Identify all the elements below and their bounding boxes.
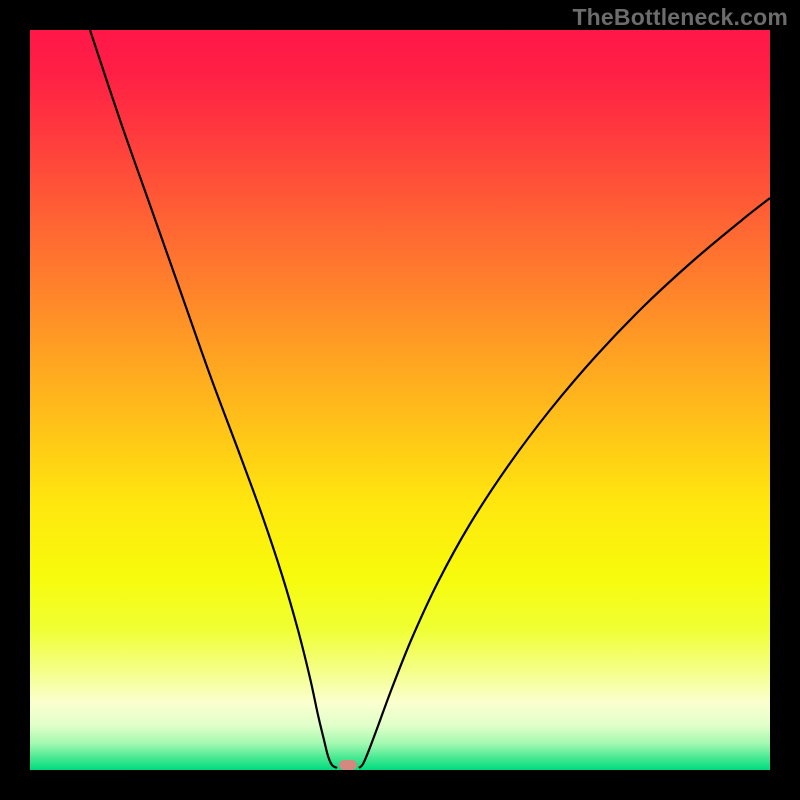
curve-layer xyxy=(30,30,770,770)
chart-frame: TheBottleneck.com xyxy=(0,0,800,800)
plot-area xyxy=(30,30,770,770)
curve-left-branch xyxy=(90,30,337,768)
watermark-text: TheBottleneck.com xyxy=(572,4,788,31)
curve-right-branch xyxy=(359,198,770,768)
minimum-marker xyxy=(339,760,357,770)
